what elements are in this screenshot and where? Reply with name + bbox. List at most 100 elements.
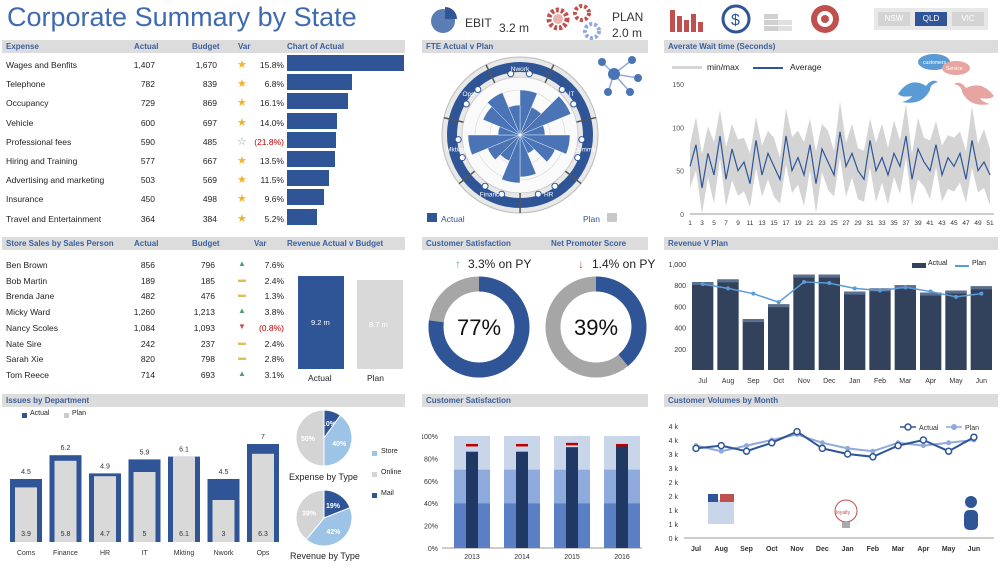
sales-name: Bob Martin (6, 275, 48, 286)
issues-plan-label: 6.3 (258, 531, 268, 538)
revenue-x-tick: Feb (874, 378, 886, 385)
fte-petal (467, 134, 521, 156)
expense-var: 6.8% (264, 79, 284, 90)
revenue-bar (844, 291, 866, 370)
revenue-bar (742, 319, 764, 370)
fte-petal (519, 134, 556, 163)
expense-bar (287, 55, 404, 71)
volumes-actual-point (717, 441, 726, 450)
wait-legend-minmax: min/max (707, 62, 740, 72)
wait-x-tick: 13 (758, 220, 766, 227)
volumes-y-tick: 3 k (669, 452, 679, 459)
expense-bar (287, 131, 336, 148)
revenue-bar (768, 304, 790, 370)
wait-x-tick: 5 (712, 220, 716, 227)
wait-x-tick: 47 (962, 220, 970, 227)
volumes-actual-point (768, 439, 776, 447)
state-button-nsw[interactable]: NSW (878, 12, 910, 26)
cs-target-marker (466, 443, 478, 447)
expense-bar (287, 93, 348, 110)
revenue-plan-point (903, 285, 908, 290)
volumes-plan-point (946, 440, 952, 446)
cs-target-marker (616, 443, 628, 447)
bar-chart-icon (670, 10, 703, 32)
sales-budget: 796 (200, 260, 215, 270)
cs-y-tick: 60% (424, 479, 438, 486)
cs-x-tick: 2014 (514, 554, 530, 561)
volumes-x-tick: Oct (766, 546, 778, 553)
expense-header: Expense Actual Budget Var Chart of Actua… (2, 40, 405, 53)
state-button-qld[interactable]: QLD (915, 12, 947, 26)
down-arrow-icon: ↓ (578, 257, 584, 271)
wait-x-tick: 19 (794, 220, 802, 227)
revenue-x-tick: Aug (722, 378, 735, 385)
volumes-actual-point (742, 447, 751, 455)
expense-name: Wages and Benfits (6, 60, 78, 70)
volumes-plan-point (718, 448, 724, 454)
expense-budget: 1,670 (195, 60, 217, 70)
expense-var: 5.2% (264, 213, 284, 224)
revenue-plan-point (827, 281, 832, 286)
volumes-x-tick: Apr (917, 546, 929, 553)
type-legend-store: Store (381, 448, 398, 455)
fte-legend-actual: Actual (441, 214, 465, 224)
up-arrow-icon: ↑ (455, 257, 461, 271)
expense-name: Telephone (6, 79, 46, 90)
expense-var: 15.8% (259, 60, 284, 70)
issues-legend-plan: Plan (72, 410, 87, 417)
revenue-type-title: Revenue by Type (290, 551, 360, 561)
revenue-plan-label: 8.7 m (369, 320, 388, 329)
wait-x-tick: 31 (866, 220, 874, 227)
issues-x-tick: IT (141, 550, 148, 557)
revenue-x-tick: Nov (798, 378, 811, 385)
state-button-vic[interactable]: VIC (952, 12, 984, 26)
star-icon: ★ (237, 59, 247, 71)
wait-header: Averate Wait time (Seconds) (664, 40, 998, 53)
expense-budget: 697 (202, 117, 217, 128)
sales-budget: 476 (200, 291, 215, 302)
expense-name: Advertising and marketing (6, 175, 105, 186)
volumes-actual-point (869, 453, 877, 461)
coins-icon (764, 14, 792, 31)
volumes-chart: Actual Plan 0 k1 k1 k2 k2 k3 k3 k4 k4 k … (669, 423, 994, 553)
wait-y-tick: 0 (680, 212, 684, 219)
volumes-y-tick: 1 k (669, 522, 679, 529)
satisfaction-change: 3.3% on PY (468, 257, 532, 271)
sales-var: 2.4% (264, 275, 284, 286)
expense-actual: 503 (140, 175, 155, 186)
expense-actual: 590 (140, 136, 155, 147)
wait-x-tick: 33 (878, 220, 886, 227)
revenue-plan-point (928, 289, 933, 294)
ebit-value: 3.2 m (499, 21, 530, 35)
volumes-header: Customer Volumes by Month (664, 394, 998, 407)
volumes-actual-point (793, 427, 801, 436)
issues-actual-label: 6.1 (179, 447, 189, 454)
fte-node (498, 190, 506, 198)
cs-x-tick: 2015 (564, 554, 580, 561)
fte-node (507, 70, 515, 78)
revenue-plan-point (979, 291, 984, 296)
volumes-plan-point (920, 443, 926, 449)
twitter-birds-icon: customers Service (898, 54, 994, 105)
expense-actual: 1,407 (133, 60, 155, 70)
expense-name: Insurance (6, 194, 44, 205)
volumes-x-tick: Aug (714, 546, 728, 553)
wait-legend-avg: Average (790, 62, 822, 72)
wait-x-tick: 25 (830, 220, 838, 227)
revenue-plan-point (776, 300, 781, 305)
issues-actual-label: 5.9 (140, 449, 150, 456)
revenue-actual-bar (298, 276, 344, 369)
fte-node (454, 136, 462, 144)
issues-plan-bar (94, 476, 116, 542)
wait-x-tick: 23 (818, 220, 826, 227)
expense-actual: 577 (140, 156, 155, 166)
issues-plan-label: 6.1 (179, 531, 189, 538)
star-icon: ★ (237, 155, 247, 167)
volumes-actual-point (843, 450, 852, 458)
revenue-bar-cap (768, 304, 790, 308)
dollar-icon: $ (721, 4, 751, 34)
revenue-plan-point (700, 282, 705, 287)
cs-y-tick: 20% (424, 524, 438, 531)
issues-actual-label: 4.9 (100, 463, 110, 470)
expense-var: 16.1% (259, 98, 284, 109)
